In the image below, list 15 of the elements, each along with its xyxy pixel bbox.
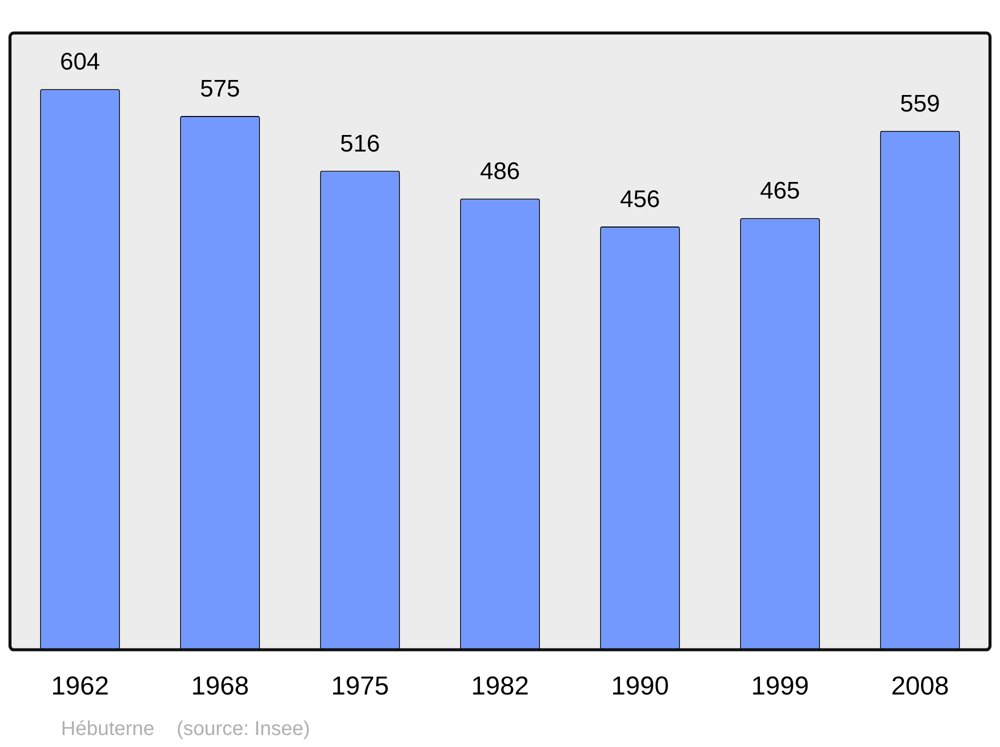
data-label: 575	[200, 76, 240, 103]
x-tick-label: 1968	[191, 670, 249, 701]
x-tick-label: 2008	[891, 670, 949, 701]
x-tick-label: 1982	[471, 670, 529, 701]
data-label: 456	[620, 186, 660, 214]
x-tick-label: 1990	[611, 670, 669, 701]
data-label: 604	[60, 48, 100, 76]
data-label: 486	[480, 158, 520, 186]
data-label: 465	[760, 178, 800, 205]
x-tick-label: 1999	[751, 670, 809, 701]
x-tick-label: 1975	[331, 670, 389, 701]
text: Hébuterne (source: Insee)	[61, 718, 310, 740]
x-tick-label: 1962	[51, 670, 109, 701]
data-label: 516	[340, 130, 380, 158]
data-label: 559	[900, 90, 940, 118]
